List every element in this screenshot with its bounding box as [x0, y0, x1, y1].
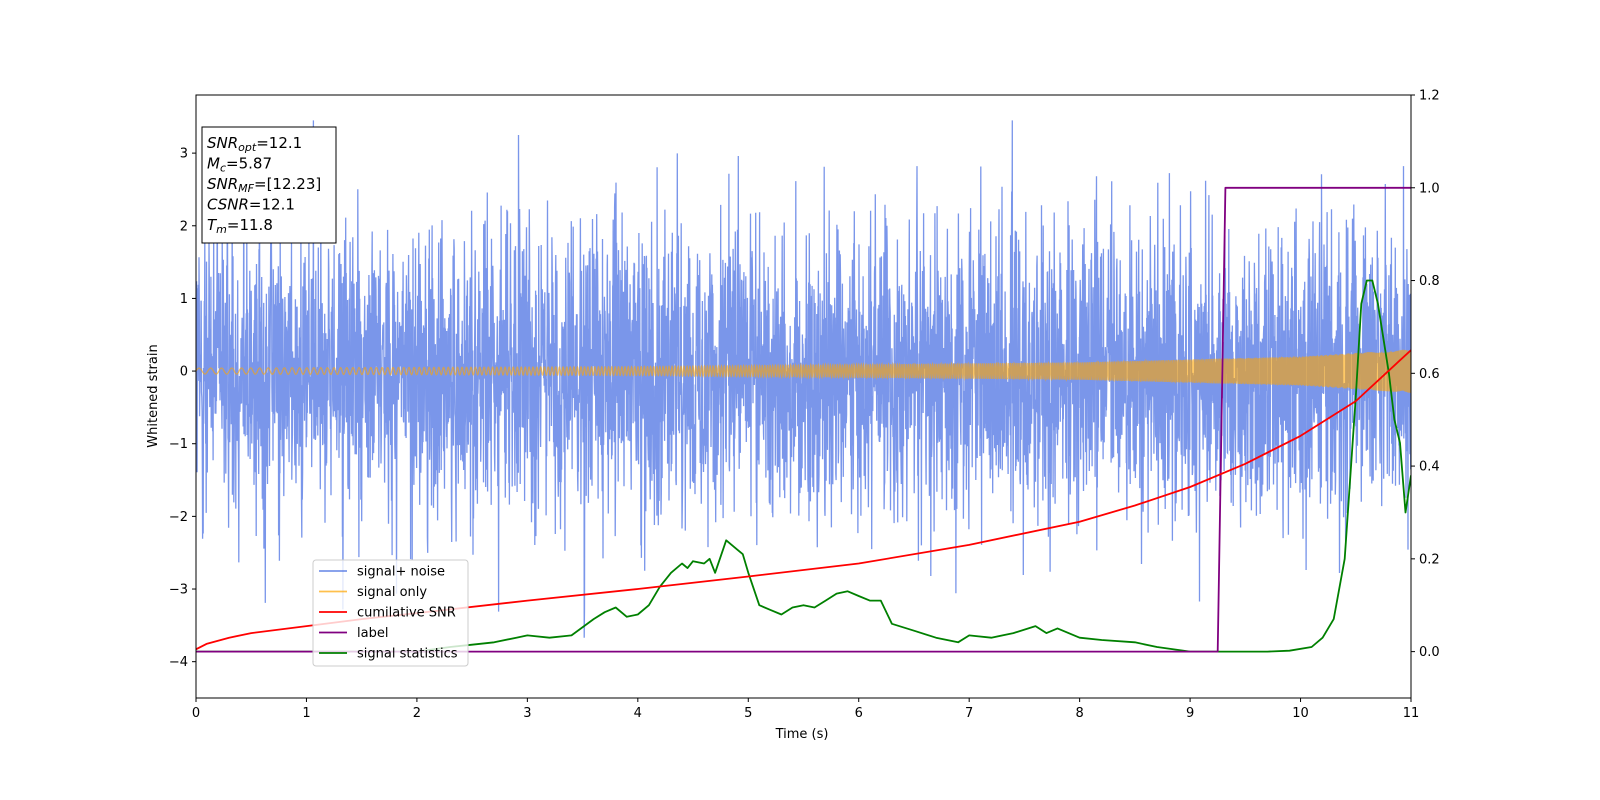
legend-label: cumilative SNR	[357, 606, 456, 621]
x-tick-label: 3	[523, 706, 531, 721]
series-label	[196, 186, 1411, 653]
series-signal-statistics	[196, 279, 1411, 653]
legend-label: signal+ noise	[357, 565, 445, 580]
y2-tick-label: 0.6	[1419, 367, 1440, 382]
y2-tick-label: 1.0	[1419, 181, 1440, 196]
x-axis-label: Time (s)	[775, 727, 829, 742]
y2-tick-label: 0.2	[1419, 552, 1440, 567]
info-box-frame	[201, 126, 337, 244]
x-tick-label: 9	[1186, 706, 1194, 721]
x-tick-label: 11	[1403, 706, 1420, 721]
info-box-line: SNRopt=12.1	[207, 134, 302, 154]
legend-label: label	[357, 626, 388, 641]
y2-tick-label: 0.8	[1419, 274, 1440, 289]
y-tick-label: −1	[169, 437, 188, 452]
info-box-line: CSNR=12.1	[207, 196, 295, 214]
series-cumulative-snr	[196, 349, 1411, 651]
info-box-line: SNRMF=[12.23]	[207, 175, 321, 195]
x-tick-label: 7	[965, 706, 973, 721]
y-tick-label: −4	[169, 655, 188, 670]
x-tick-label: 10	[1292, 706, 1309, 721]
legend-label: signal statistics	[357, 647, 458, 662]
y2-tick-label: 0.4	[1419, 460, 1440, 475]
x-tick-label: 8	[1075, 706, 1083, 721]
y-axis-label: Whitened strain	[146, 344, 161, 447]
x-tick-label: 6	[855, 706, 863, 721]
x-tick-label: 2	[413, 706, 421, 721]
y-tick-label: −2	[169, 510, 188, 525]
x-tick-label: 4	[634, 706, 642, 721]
y2-tick-label: 0.0	[1419, 645, 1440, 660]
y-tick-label: 2	[180, 219, 188, 234]
y-tick-label: 0	[180, 365, 188, 380]
y-tick-label: −3	[169, 583, 188, 598]
plot-frame	[195, 94, 1412, 699]
x-tick-label: 5	[744, 706, 752, 721]
info-box-line: Tm=11.8	[207, 216, 273, 236]
x-tick-label: 1	[302, 706, 310, 721]
y2-tick-label: 1.2	[1419, 89, 1440, 104]
legend-frame	[312, 559, 469, 667]
series-signal-only	[196, 349, 1411, 393]
y-tick-label: 1	[180, 292, 188, 307]
series-layer	[196, 120, 1411, 653]
legend: signal+ noise signal only cumilative SNR la…	[312, 559, 469, 667]
info-box-line: Mc=5.87	[207, 155, 272, 175]
axes-layer: 0 1 2 3 4 5 6 7 8 9 10 11 −4 −3 −2 −1 0 1 2 3 0.0 0.2 0.4 0.6 0.…	[169, 89, 1440, 722]
y-tick-label: 3	[180, 147, 188, 162]
series-signal-noise	[196, 120, 1411, 638]
info-box: SNRopt=12.1Mc=5.87SNRMF=[12.23]CSNR=12.1…	[201, 126, 337, 244]
x-tick-label: 0	[192, 706, 200, 721]
legend-label: signal only	[357, 585, 427, 600]
